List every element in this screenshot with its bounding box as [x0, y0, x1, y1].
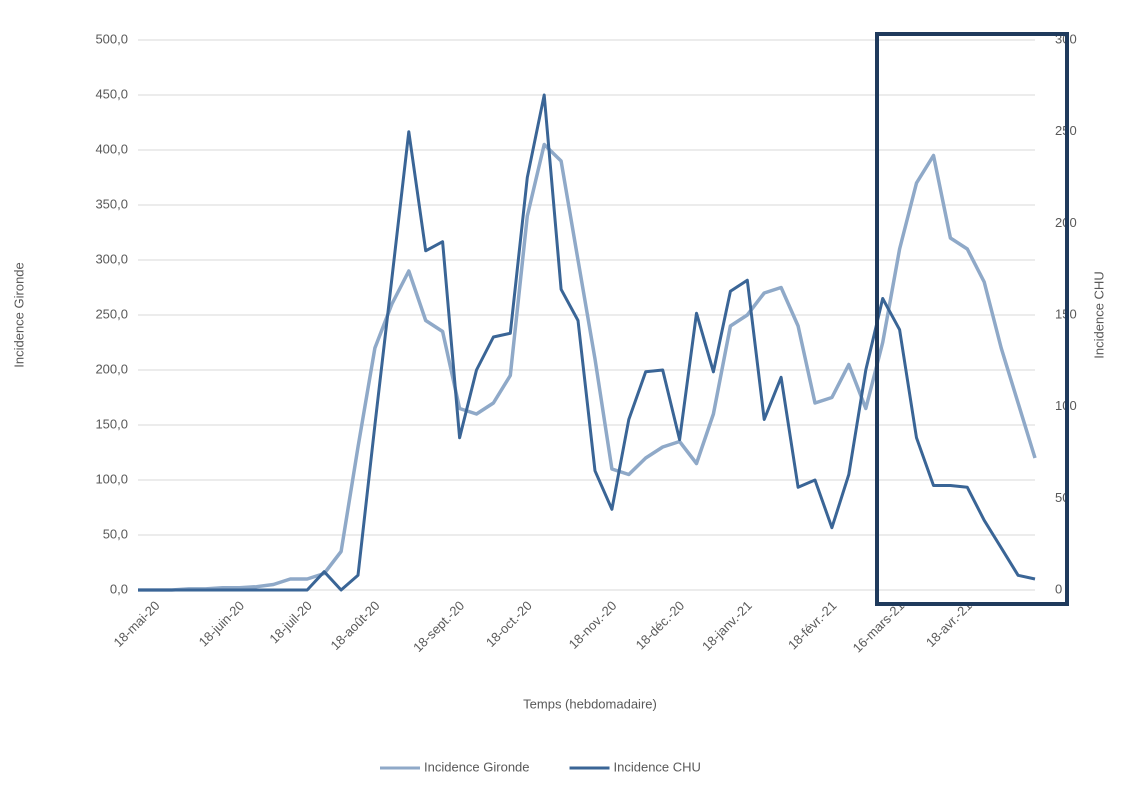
y2-tick-label: 0: [1055, 581, 1062, 596]
x-tick-label: 18-juin-20: [196, 598, 247, 649]
x-tick-label: 18-janv.-21: [699, 598, 755, 654]
x-tick-label: 18-févr.-21: [785, 598, 840, 653]
series-line: [138, 93, 1036, 592]
y-tick-label: 450,0: [95, 86, 128, 101]
y-tick-label: 150,0: [95, 416, 128, 431]
y-tick-label: 300,0: [95, 251, 128, 266]
x-tick-label: 18-juil-20: [266, 598, 314, 646]
x-tick-label: 18-sept.-20: [410, 598, 467, 655]
x-tick-label: 18-août-20: [327, 598, 382, 653]
x-tick-label: 18-mai-20: [111, 598, 163, 650]
x-axis-title: Temps (hebdomadaire): [523, 696, 657, 711]
y2-axis-title: Incidence CHU: [1091, 271, 1106, 358]
legend-label: Incidence Gironde: [424, 759, 530, 774]
y-tick-label: 350,0: [95, 196, 128, 211]
x-tick-label: 16-mars-21: [850, 598, 908, 656]
legend-label: Incidence CHU: [614, 759, 701, 774]
y-tick-label: 100,0: [95, 471, 128, 486]
y-tick-label: 0,0: [110, 581, 128, 596]
y-tick-label: 50,0: [103, 526, 128, 541]
highlight-box: [875, 32, 1069, 606]
x-tick-label: 18-déc.-20: [633, 598, 688, 653]
x-tick-label: 18-nov.-20: [566, 598, 620, 652]
series-line: [138, 142, 1037, 592]
y-tick-label: 200,0: [95, 361, 128, 376]
y-tick-label: 400,0: [95, 141, 128, 156]
x-tick-label: 18-oct.-20: [483, 598, 535, 650]
y-tick-label: 250,0: [95, 306, 128, 321]
y-axis-title: Incidence Gironde: [11, 262, 26, 368]
y-tick-label: 500,0: [95, 31, 128, 46]
